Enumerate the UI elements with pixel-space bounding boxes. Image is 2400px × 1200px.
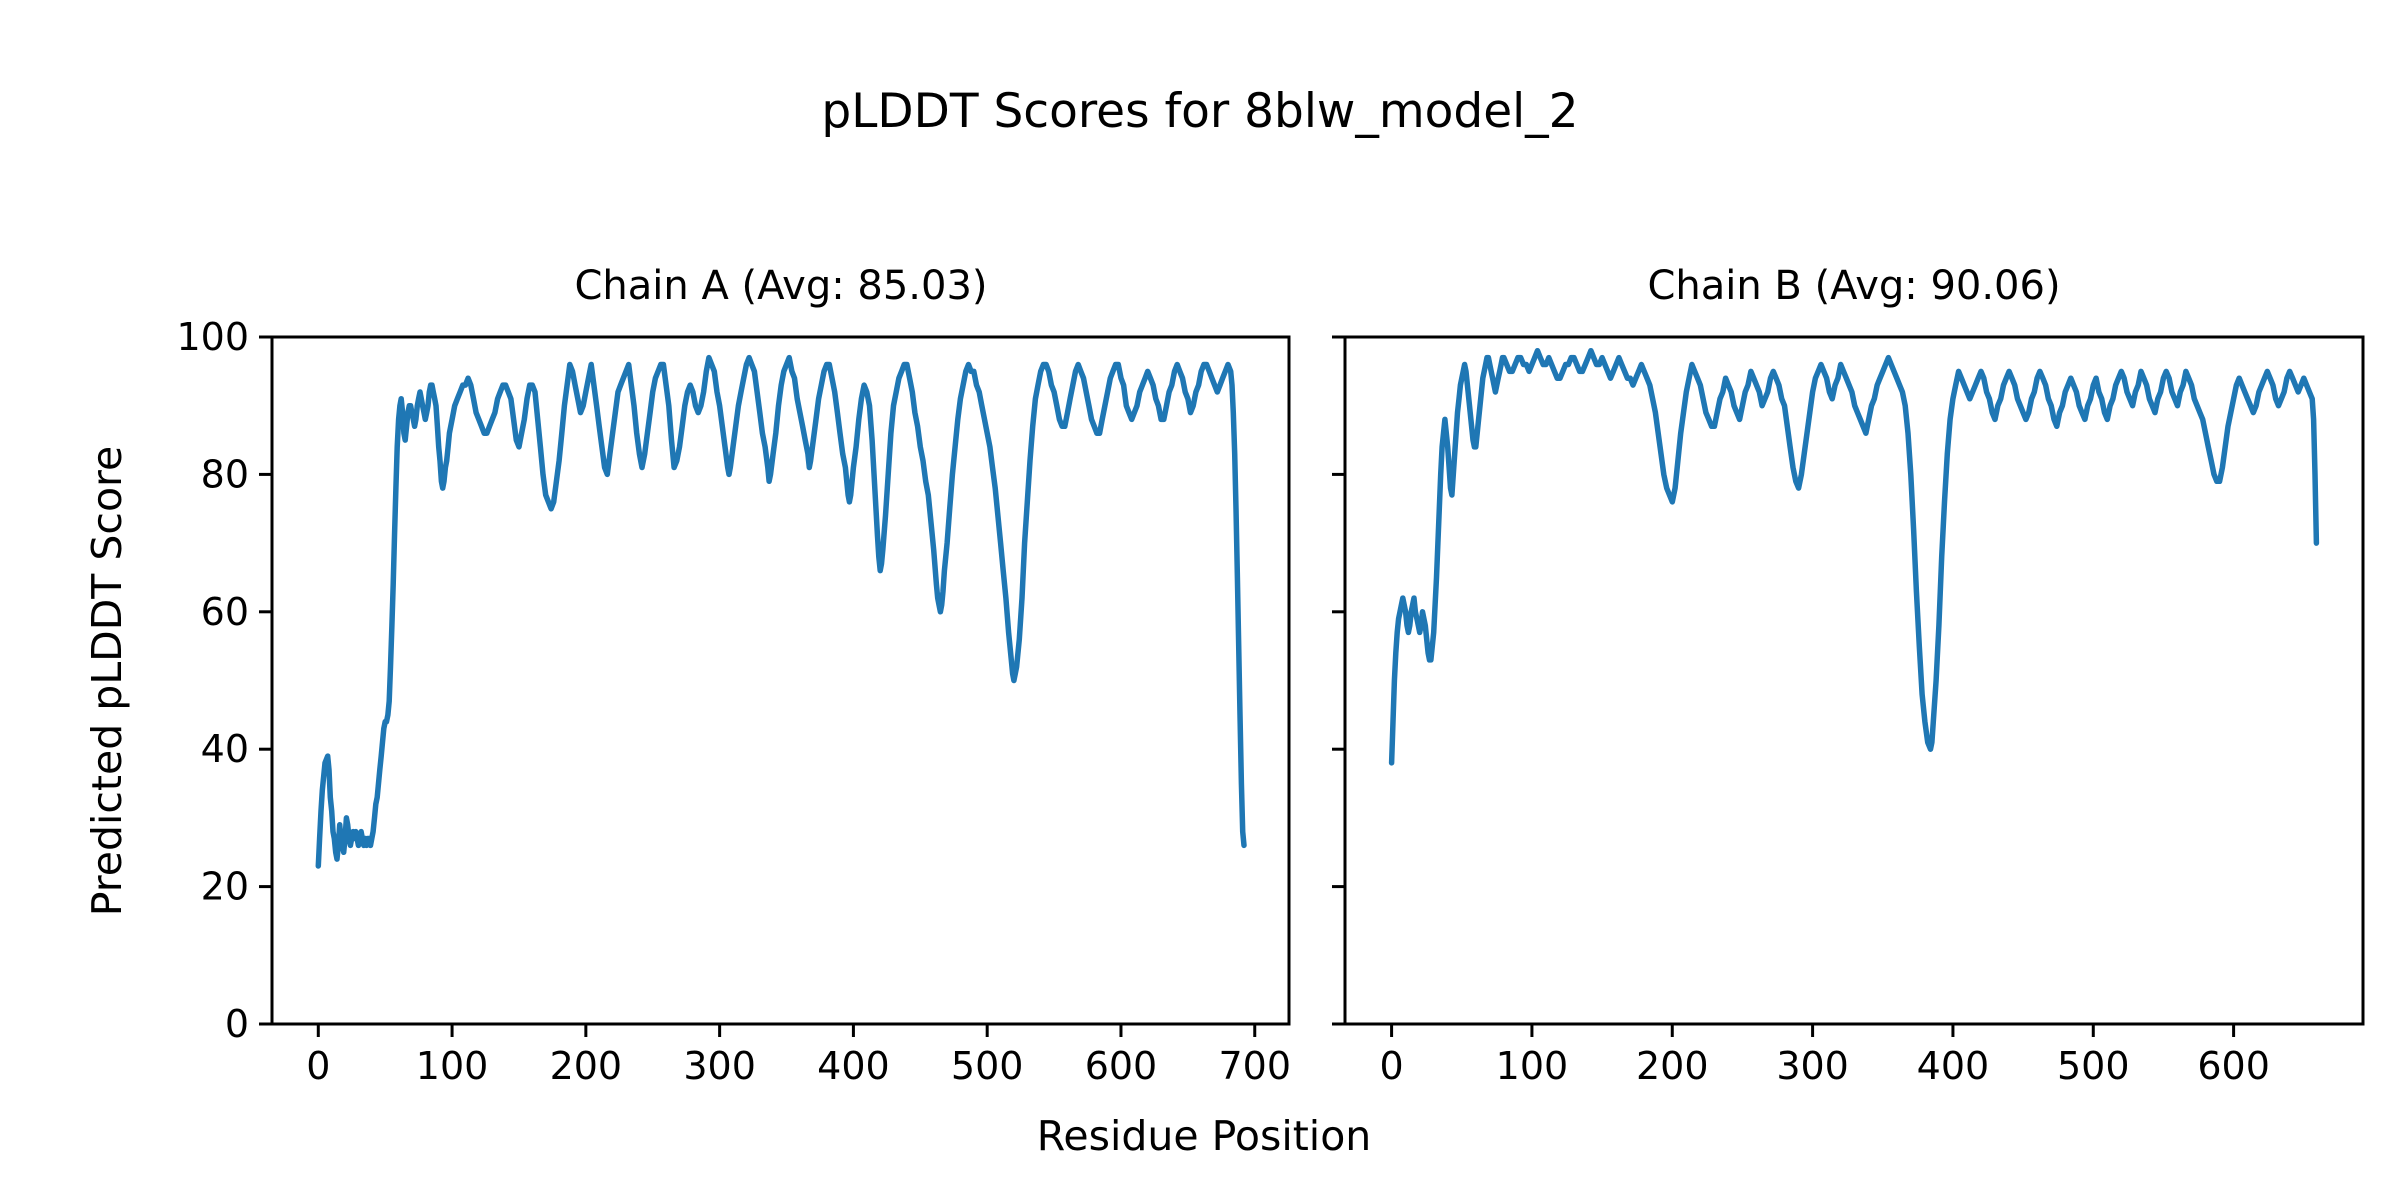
subplot-a-title: Chain A (Avg: 85.03) [574, 263, 988, 309]
axes-frame [1343, 335, 2365, 1026]
plddt-line-chain-a [315, 354, 1247, 869]
y-tick-label: 40 [201, 727, 249, 771]
y-tick-label: 20 [201, 865, 249, 909]
x-tick-label: 100 [416, 1044, 489, 1088]
axes-chain-b: 0 100 200 300 400 500 600 [1332, 335, 2365, 1088]
x-tick-label: 100 [1496, 1044, 1569, 1088]
x-tick-label: 200 [1636, 1044, 1709, 1088]
y-tick-label: 80 [201, 452, 249, 496]
x-tick-label: 200 [550, 1044, 623, 1088]
y-tick-label: 100 [176, 315, 249, 359]
x-axis-label: Residue Position [1036, 1112, 1372, 1160]
axes-frame [270, 335, 1291, 1026]
x-tick-label: 600 [2197, 1044, 2270, 1088]
x-tick-label: 400 [1917, 1044, 1990, 1088]
x-tick-label: 500 [951, 1044, 1024, 1088]
y-tick-label: 0 [225, 1002, 249, 1046]
x-tick-label: 300 [1776, 1044, 1849, 1088]
subplot-b-title: Chain B (Avg: 90.06) [1647, 263, 2061, 309]
x-tick-label: 700 [1218, 1044, 1291, 1088]
x-tick-label: 300 [683, 1044, 756, 1088]
x-tick-label: 600 [1085, 1044, 1158, 1088]
x-tick-label: 0 [1379, 1044, 1403, 1088]
figure-title: pLDDT Scores for 8blw_model_2 [821, 84, 1579, 139]
x-tick-label: 0 [306, 1044, 330, 1088]
y-tick-label: 60 [201, 590, 249, 634]
x-tick-label: 400 [817, 1044, 890, 1088]
x-tick-label: 500 [2057, 1044, 2130, 1088]
axes-chain-a: 0 100 200 300 400 500 600 700 0 20 40 60 80 100 [176, 315, 1291, 1088]
plddt-line-chain-b [1388, 347, 2320, 766]
